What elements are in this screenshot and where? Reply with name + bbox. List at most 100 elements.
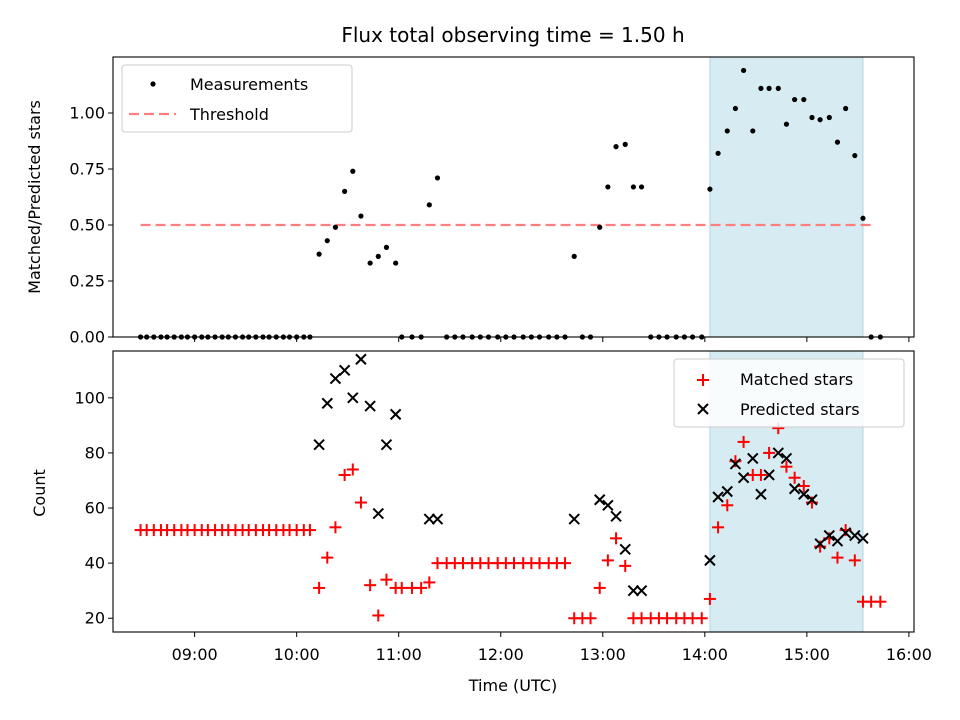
matched-star-point xyxy=(610,532,623,545)
bottom-xtick-label: 16:00 xyxy=(886,645,932,664)
measurement-point xyxy=(715,150,721,156)
legend-matched-label: Matched stars xyxy=(740,370,853,389)
predicted-star-point xyxy=(338,364,351,376)
bottom-x-axis-label: Time (UTC) xyxy=(468,676,557,695)
measurement-point xyxy=(852,152,858,159)
bottom-panel: Count Time (UTC) 20 40 60 80 100 09:00 10:00 1… xyxy=(30,350,932,695)
predicted-star-point xyxy=(321,397,333,410)
predicted-star-point xyxy=(712,491,724,503)
legend-threshold-label: Threshold xyxy=(189,105,269,124)
measurement-point xyxy=(358,213,364,219)
top-legend-box xyxy=(121,64,353,133)
predicted-star-point xyxy=(635,584,648,597)
predicted-star-point xyxy=(755,488,767,500)
measurement-point xyxy=(783,121,790,127)
matched-star-point xyxy=(423,576,436,589)
matched-star-point xyxy=(763,446,776,459)
bottom-ytick-label: 40 xyxy=(85,554,105,573)
top-ytick-label: 0.50 xyxy=(69,216,105,235)
predicted-star-point xyxy=(380,438,393,451)
matched-star-point xyxy=(831,551,844,564)
measurement-point xyxy=(434,175,441,181)
matched-star-point xyxy=(395,581,408,594)
top-title: Flux total observing time = 1.50 h xyxy=(341,23,684,47)
measurement-point xyxy=(426,202,432,208)
predicted-star-point xyxy=(431,513,444,525)
matched-star-point xyxy=(354,496,367,509)
predicted-star-point xyxy=(772,447,784,459)
predicted-star-point xyxy=(788,483,801,495)
matched-star-point xyxy=(593,581,606,594)
predicted-star-point xyxy=(823,529,836,542)
matched-star-point xyxy=(303,524,316,537)
predicted-star-point xyxy=(747,452,759,465)
top-axes-frame xyxy=(112,56,915,338)
matched-star-point xyxy=(780,460,793,473)
legend-matched-marker xyxy=(697,374,709,386)
matched-star-point xyxy=(584,612,597,625)
legend-measurements-marker xyxy=(150,81,156,87)
measurement-point xyxy=(375,253,381,259)
measurement-point xyxy=(613,144,619,150)
measurement-point xyxy=(324,238,330,244)
predicted-star-point xyxy=(814,538,826,550)
matched-star-point xyxy=(338,468,351,481)
top-ytick-label: 1.00 xyxy=(69,104,105,123)
bottom-ytick-label: 100 xyxy=(74,388,105,407)
predicted-star-point xyxy=(594,494,606,506)
matched-star-point xyxy=(874,595,887,608)
predicted-star-point xyxy=(721,485,733,498)
measurement-point xyxy=(740,67,747,74)
measurement-point xyxy=(383,244,390,250)
matched-star-point xyxy=(703,592,716,605)
matched-star-point xyxy=(329,521,342,534)
measurement-point xyxy=(724,128,730,134)
legend-predicted-label: Predicted stars xyxy=(740,400,860,419)
bottom-xtick-label: 14:00 xyxy=(682,645,728,664)
matched-star-point xyxy=(737,435,750,448)
measurement-point xyxy=(732,105,739,112)
measurement-point xyxy=(801,96,807,103)
predicted-star-point xyxy=(313,438,325,451)
measurement-point xyxy=(597,224,603,230)
measurement-point xyxy=(758,85,764,91)
matched-star-point xyxy=(848,554,861,567)
matched-star-point xyxy=(619,559,632,572)
measurement-point xyxy=(571,253,577,259)
bottom-ytick-label: 80 xyxy=(85,443,105,462)
measurement-point xyxy=(775,85,781,91)
matched-star-point xyxy=(321,551,334,564)
predicted-star-point xyxy=(364,400,376,412)
top-ytick-label: 0.75 xyxy=(69,160,105,179)
top-y-axis-label: Matched/Predicted stars xyxy=(25,100,44,294)
predicted-star-point xyxy=(619,543,631,556)
legend-predicted-marker xyxy=(697,403,709,415)
matched-star-point xyxy=(380,573,393,586)
top-legend: Measurements Threshold xyxy=(121,64,353,133)
predicted-star-point xyxy=(849,529,861,542)
bottom-xtick-label: 15:00 xyxy=(784,645,830,664)
measurement-point xyxy=(750,128,756,134)
matched-star-point xyxy=(313,581,326,594)
measurement-point xyxy=(834,139,841,145)
predicted-star-point xyxy=(372,507,385,520)
predicted-star-point xyxy=(423,513,436,525)
bottom-xtick-label: 13:00 xyxy=(580,645,626,664)
predicted-star-point xyxy=(704,554,716,567)
measurement-point xyxy=(393,260,399,266)
matched-star-point xyxy=(346,463,359,476)
predicted-star-point xyxy=(806,494,818,506)
legend-measurements-label: Measurements xyxy=(190,75,308,94)
measurement-point xyxy=(367,260,373,266)
predicted-star-point xyxy=(627,584,640,597)
bottom-xtick-label: 11:00 xyxy=(376,645,422,664)
predicted-star-point xyxy=(568,513,580,525)
bottom-y-axis-label: Count xyxy=(30,469,49,517)
measurement-point xyxy=(860,215,866,221)
top-ytick-label: 0.00 xyxy=(69,328,105,347)
top-y-ticks: 0.00 0.25 0.50 0.75 1.00 xyxy=(69,104,113,347)
bottom-x-ticks: 09:00 10:00 11:00 12:00 13:00 14:00 15:00 16:00 xyxy=(172,632,932,664)
measurement-point xyxy=(809,114,815,121)
bottom-axes-frame xyxy=(112,350,915,633)
